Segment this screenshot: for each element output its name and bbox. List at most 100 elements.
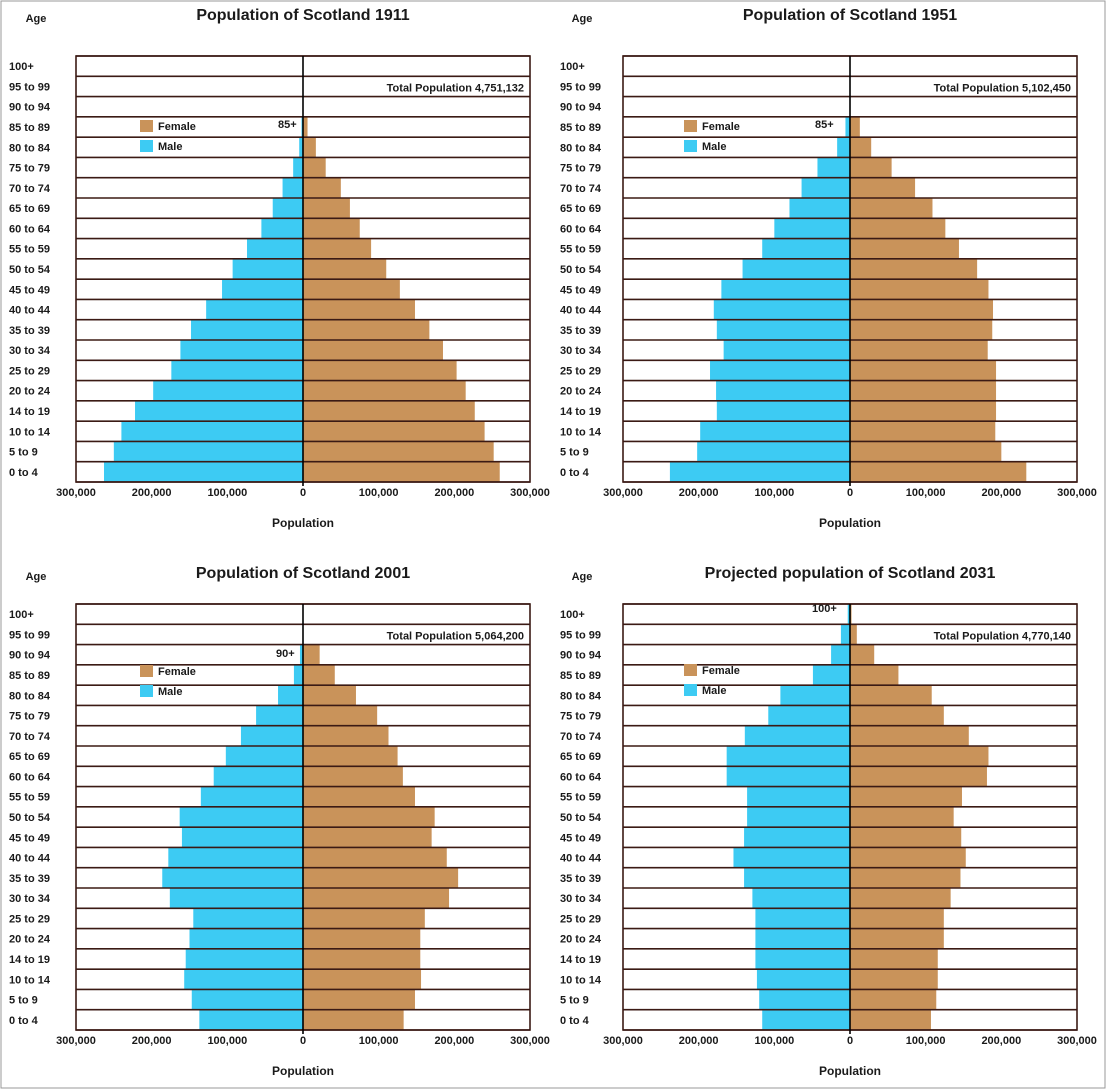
age-tick-label: 90 to 94 — [560, 102, 602, 114]
bar-female — [303, 421, 485, 442]
bar-female — [303, 644, 320, 665]
legend-label-female: Female — [158, 666, 196, 678]
bar-female — [850, 116, 860, 138]
age-tick-label: 55 to 59 — [560, 792, 601, 804]
bar-male — [747, 786, 850, 807]
bar-female — [303, 664, 335, 686]
x-tick-label: 0 — [300, 1035, 306, 1047]
bar-male — [733, 847, 850, 868]
x-tick-label: 200,000 — [434, 1035, 474, 1047]
bar-male — [299, 137, 303, 158]
bar-female — [303, 725, 389, 746]
age-axis-header: Age — [26, 13, 47, 25]
bar-female — [850, 624, 857, 645]
age-tick-label: 65 to 69 — [560, 203, 601, 215]
total-population-label: Total Population 5,102,450 — [934, 83, 1071, 95]
bar-male — [179, 806, 303, 828]
x-tick-label: 100,000 — [906, 1035, 946, 1047]
bar-male — [103, 461, 303, 482]
age-tick-label: 5 to 9 — [9, 995, 38, 1007]
age-tick-label: 85 to 89 — [9, 122, 50, 134]
x-tick-label: 100,000 — [754, 1035, 794, 1047]
age-tick-label: 50 to 54 — [560, 812, 602, 824]
bar-female — [850, 279, 989, 300]
age-tick-label: 30 to 34 — [560, 345, 602, 357]
age-tick-label: 60 to 64 — [560, 771, 602, 783]
age-tick-label: 25 to 29 — [9, 365, 50, 377]
x-tick-label: 100,000 — [207, 487, 247, 499]
age-tick-label: 5 to 9 — [560, 447, 589, 459]
bar-male — [744, 867, 850, 888]
bar-male — [232, 258, 303, 280]
age-tick-label: 85 to 89 — [560, 670, 601, 682]
age-tick-label: 60 to 64 — [9, 771, 51, 783]
age-tick-label: 40 to 44 — [560, 853, 602, 865]
age-tick-label: 70 to 74 — [560, 183, 602, 195]
x-axis-label: Population — [272, 1064, 334, 1078]
bar-male — [185, 948, 303, 970]
x-tick-label: 200,000 — [679, 487, 719, 499]
top-age-marker: 85+ — [815, 119, 834, 131]
bar-female — [303, 1009, 404, 1030]
x-tick-label: 100,000 — [359, 487, 399, 499]
bar-female — [303, 258, 387, 280]
chart-panel-2: Population of Scotland 1951 Age 0 to 4 5 to… — [560, 7, 1097, 530]
age-tick-label: 14 to 19 — [9, 954, 50, 966]
legend-swatch-female — [684, 664, 697, 676]
age-tick-label: 20 to 24 — [9, 934, 51, 946]
x-axis-label: Population — [819, 516, 881, 530]
legend-label-male: Male — [702, 685, 726, 697]
age-tick-label: 20 to 24 — [560, 934, 602, 946]
x-tick-label: 300,000 — [56, 1035, 96, 1047]
age-tick-label: 10 to 14 — [560, 974, 602, 986]
age-tick-label: 10 to 14 — [560, 426, 602, 438]
bar-male — [184, 969, 303, 990]
x-tick-label: 0 — [847, 1035, 853, 1047]
x-tick-label: 200,000 — [434, 487, 474, 499]
age-tick-label: 25 to 29 — [560, 913, 601, 925]
bar-female — [850, 746, 989, 767]
age-tick-label: 90 to 94 — [9, 102, 51, 114]
age-tick-label: 75 to 79 — [9, 163, 50, 175]
x-tick-label: 300,000 — [1057, 487, 1097, 499]
age-axis-header: Age — [572, 13, 593, 25]
age-tick-label: 25 to 29 — [9, 913, 50, 925]
bar-female — [850, 928, 944, 949]
bar-female — [850, 1009, 931, 1030]
age-tick-label: 35 to 39 — [9, 325, 50, 337]
bar-female — [850, 806, 954, 828]
chart-title: Population of Scotland 1951 — [743, 7, 957, 24]
bar-male — [747, 806, 850, 828]
bar-female — [303, 989, 415, 1010]
bar-male — [723, 340, 850, 361]
age-axis-header: Age — [26, 571, 47, 583]
bar-male — [240, 725, 303, 746]
bar-male — [744, 827, 850, 848]
age-tick-label: 14 to 19 — [560, 954, 601, 966]
x-tick-label: 100,000 — [207, 1035, 247, 1047]
age-tick-label: 85 to 89 — [9, 670, 50, 682]
bar-male — [847, 604, 850, 625]
chart-panel-3: Population of Scotland 2001 Age 0 to 4 5 to… — [9, 565, 550, 1078]
chart-panel-4: Projected population of Scotland 2031 Age… — [560, 565, 1097, 1078]
age-tick-label: 30 to 34 — [9, 345, 51, 357]
age-tick-label: 0 to 4 — [9, 467, 39, 479]
bar-female — [850, 177, 916, 198]
bar-female — [850, 644, 875, 665]
bar-female — [850, 380, 997, 401]
legend-label-male: Male — [702, 141, 726, 153]
legend-swatch-male — [140, 140, 153, 152]
bar-female — [303, 177, 341, 198]
bar-male — [756, 969, 850, 990]
age-tick-label: 55 to 59 — [560, 244, 601, 256]
bar-male — [213, 766, 303, 787]
age-tick-label: 65 to 69 — [9, 203, 50, 215]
bar-female — [850, 685, 932, 706]
bar-male — [135, 400, 303, 422]
age-tick-label: 14 to 19 — [9, 406, 50, 418]
bar-male — [199, 1009, 303, 1030]
x-tick-label: 100,000 — [754, 487, 794, 499]
bar-male — [162, 867, 303, 888]
age-tick-label: 20 to 24 — [9, 386, 51, 398]
bar-male — [272, 198, 303, 219]
